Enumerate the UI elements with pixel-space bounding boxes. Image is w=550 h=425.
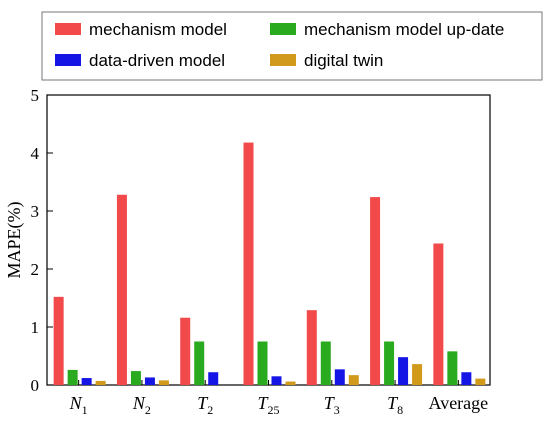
x-tick-label: T25	[257, 393, 279, 417]
x-tick-label-base: T	[324, 393, 336, 413]
x-tick-label-base: N	[69, 393, 83, 413]
x-tick-label-subscript: 25	[268, 403, 280, 417]
plot-frame	[46, 94, 491, 386]
bar-digital-twin-0	[95, 380, 106, 385]
x-tick-label-base: T	[387, 393, 399, 413]
legend-swatch-mechanism-model-up-date	[270, 23, 296, 35]
x-tick-label: N2	[132, 393, 151, 417]
bar-mechanism-model-4	[306, 310, 317, 385]
bar-mechanism-model-0	[53, 296, 64, 385]
x-tick-label-subscript: 8	[397, 403, 403, 417]
bar-data-driven-model-3	[271, 376, 282, 385]
x-tick-label-subscript: 2	[207, 403, 213, 417]
y-tick-label: 3	[31, 202, 40, 221]
bar-digital-twin-1	[158, 380, 169, 385]
x-tick-label-base: N	[132, 393, 146, 413]
bar-mechanism-model-3	[243, 142, 254, 385]
bar-digital-twin-3	[285, 381, 296, 385]
x-tick-label-base: T	[257, 393, 269, 413]
bar-mechanism-model-6	[433, 243, 444, 385]
x-tick-label-subscript: 2	[145, 403, 151, 417]
bar-data-driven-model-4	[334, 369, 345, 385]
x-tick-label: N1	[69, 393, 88, 417]
bar-mechanism-model-up-date-5	[384, 341, 395, 385]
bar-mechanism-model-5	[370, 197, 381, 385]
y-tick-label: 2	[31, 260, 40, 279]
legend-swatch-digital-twin	[270, 54, 296, 66]
bar-mechanism-model-up-date-6	[447, 351, 458, 385]
legend-swatch-mechanism-model	[55, 23, 81, 35]
y-tick-label: 0	[31, 376, 40, 395]
legend-label-data-driven-model: data-driven model	[89, 51, 225, 70]
y-tick-label: 1	[31, 318, 40, 337]
bar-data-driven-model-2	[208, 372, 219, 385]
bar-mechanism-model-up-date-4	[320, 341, 331, 385]
bar-mechanism-model-1	[116, 194, 127, 385]
bar-digital-twin-5	[412, 364, 423, 385]
legend-label-digital-twin: digital twin	[304, 51, 383, 70]
bar-mechanism-model-2	[180, 317, 191, 385]
x-tick-label-subscript: 1	[82, 403, 88, 417]
bar-mechanism-model-up-date-3	[257, 341, 268, 385]
x-tick-label: T2	[197, 393, 213, 417]
x-tick-label-base: Average	[429, 393, 489, 413]
legend: mechanism model mechanism model up-date da…	[41, 11, 543, 81]
x-tick-label: Average	[429, 393, 489, 413]
bar-mechanism-model-up-date-1	[130, 371, 141, 385]
bar-mechanism-model-up-date-2	[194, 341, 205, 385]
bar-data-driven-model-6	[461, 372, 472, 385]
bar-mechanism-model-up-date-0	[67, 369, 78, 385]
legend-label-mechanism-model: mechanism model	[89, 20, 227, 39]
y-axis-label: MAPE(%)	[4, 202, 25, 279]
x-tick-label: T3	[324, 393, 340, 417]
legend-swatch-data-driven-model	[55, 54, 81, 66]
bar-data-driven-model-1	[144, 377, 155, 385]
x-tick-label-subscript: 3	[334, 403, 340, 417]
bar-digital-twin-6	[475, 378, 486, 385]
bar-digital-twin-4	[348, 375, 359, 385]
bar-data-driven-model-0	[81, 378, 92, 385]
y-tick-label: 4	[31, 144, 40, 163]
y-tick-label: 5	[31, 86, 40, 105]
legend-label-mechanism-model-up-date: mechanism model up-date	[304, 20, 504, 39]
x-tick-label-base: T	[197, 393, 209, 413]
x-tick-label: T8	[387, 393, 403, 417]
bar-data-driven-model-5	[398, 357, 409, 385]
